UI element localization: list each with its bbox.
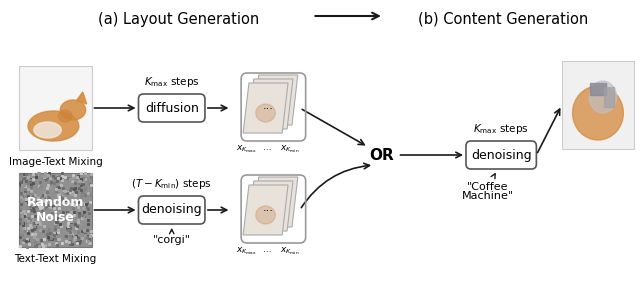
Text: (b) Content Generation: (b) Content Generation [418, 12, 588, 27]
Ellipse shape [256, 206, 275, 224]
Ellipse shape [573, 86, 623, 140]
Ellipse shape [256, 104, 275, 122]
Text: $(T - K_{\mathrm{min}})$ steps: $(T - K_{\mathrm{min}})$ steps [131, 177, 212, 191]
Ellipse shape [34, 122, 61, 138]
Bar [19, 173, 92, 247]
Text: (a) Layout Generation: (a) Layout Generation [98, 12, 259, 27]
Text: denoising: denoising [471, 148, 531, 162]
Ellipse shape [58, 110, 72, 122]
Text: ...: ... [263, 245, 272, 254]
Polygon shape [253, 177, 298, 227]
Text: ...: ... [263, 101, 274, 111]
Bar [604, 87, 614, 107]
Text: $x_{K_{\mathrm{max}}}$: $x_{K_{\mathrm{max}}}$ [236, 143, 257, 155]
Text: $x_{K_{\mathrm{min}}}$: $x_{K_{\mathrm{min}}}$ [280, 143, 300, 155]
Polygon shape [248, 181, 293, 231]
Ellipse shape [589, 81, 616, 113]
Polygon shape [248, 79, 293, 129]
Polygon shape [77, 92, 86, 104]
Text: "corgi": "corgi" [153, 235, 191, 245]
Text: OR: OR [369, 148, 394, 162]
Text: $x_{K_{\mathrm{max}}}$: $x_{K_{\mathrm{max}}}$ [236, 245, 257, 257]
Text: ...: ... [263, 203, 274, 213]
FancyBboxPatch shape [138, 196, 205, 224]
Polygon shape [243, 83, 288, 133]
Ellipse shape [60, 100, 86, 120]
Text: denoising: denoising [141, 203, 202, 217]
Text: Image-Text Mixing: Image-Text Mixing [8, 157, 102, 167]
Text: Machine": Machine" [461, 191, 513, 201]
Bar [590, 83, 606, 95]
Polygon shape [253, 75, 298, 125]
Text: Text-Text Mixing: Text-Text Mixing [14, 254, 97, 264]
Text: $x_{K_{\mathrm{min}}}$: $x_{K_{\mathrm{min}}}$ [280, 245, 300, 257]
Text: $K_{\mathrm{max}}$ steps: $K_{\mathrm{max}}$ steps [474, 122, 529, 136]
Polygon shape [243, 185, 288, 235]
Text: ...: ... [263, 143, 272, 152]
Bar [19, 66, 92, 150]
FancyBboxPatch shape [138, 94, 205, 122]
Bar [562, 61, 634, 149]
Text: diffusion: diffusion [145, 102, 198, 114]
Text: $K_{\mathrm{max}}$ steps: $K_{\mathrm{max}}$ steps [144, 75, 200, 89]
Text: Random
Noise: Random Noise [27, 196, 84, 224]
FancyBboxPatch shape [466, 141, 536, 169]
Text: "Coffee: "Coffee [467, 182, 508, 192]
Ellipse shape [28, 111, 79, 141]
